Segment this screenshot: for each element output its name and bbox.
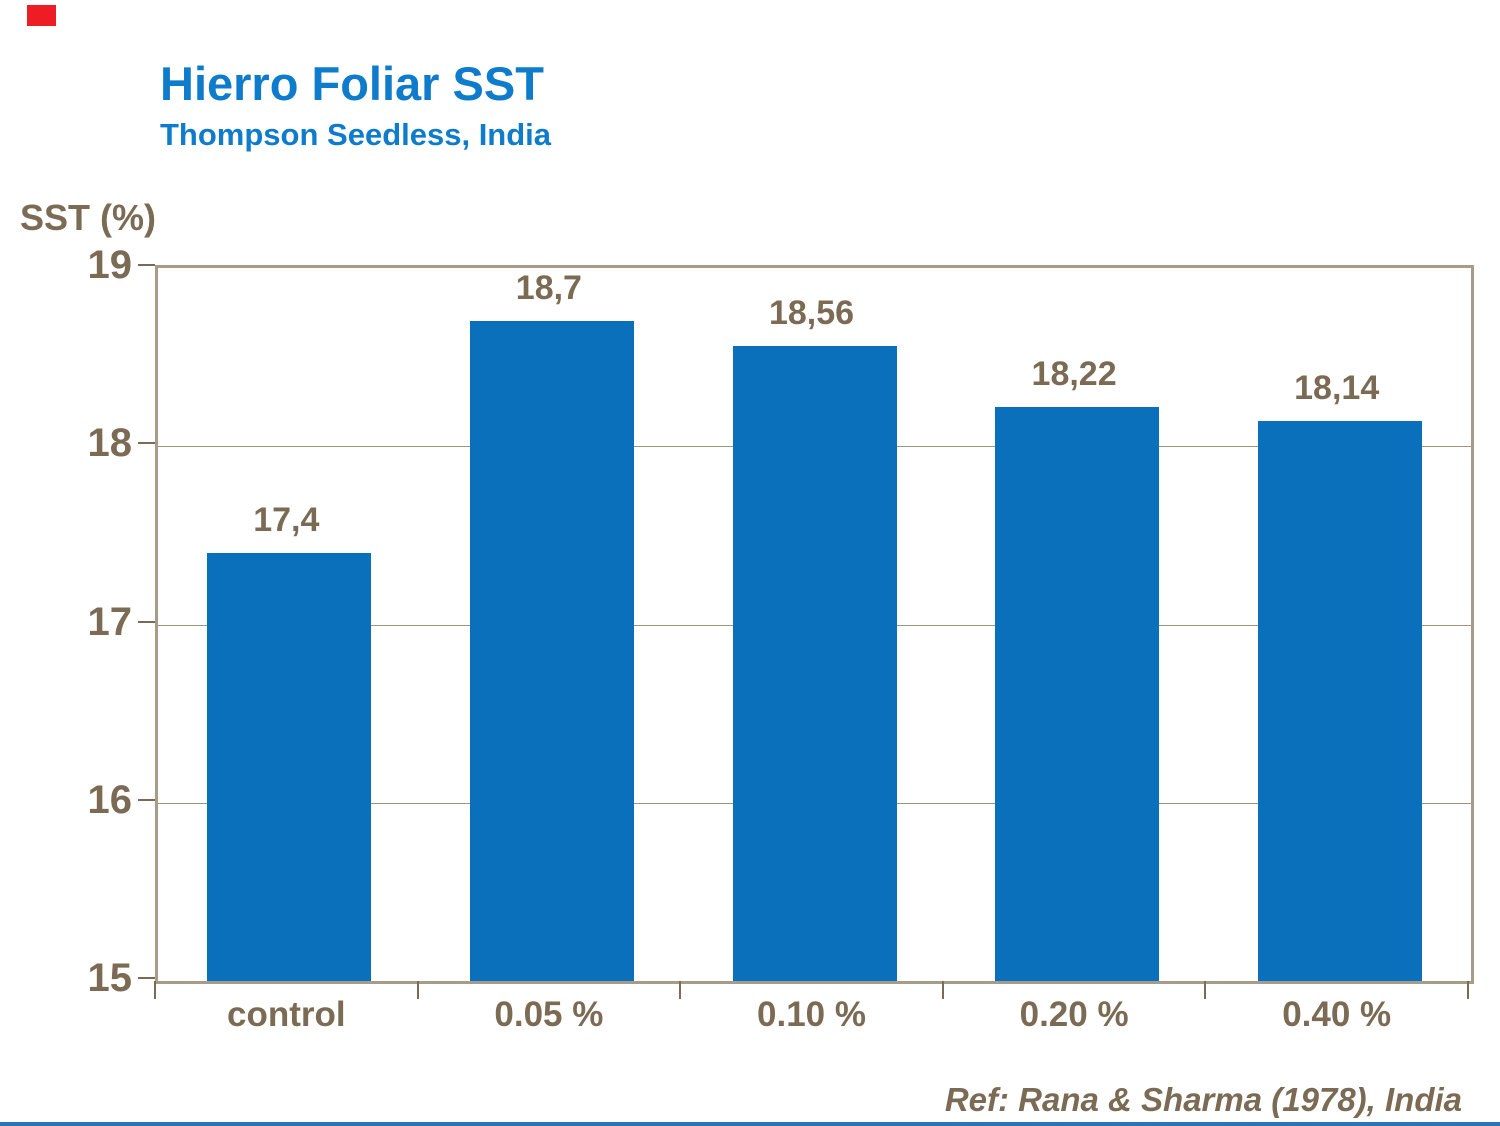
- chart-title: Hierro Foliar SST: [160, 57, 544, 110]
- bar-value-label: 18,7: [515, 269, 582, 308]
- x-tick-mark-0: [154, 981, 156, 999]
- y-tick-label-18: 18: [87, 421, 133, 466]
- x-tick-mark-4: [1204, 981, 1207, 999]
- x-category-label: 0.10 %: [757, 995, 866, 1034]
- red-accent-block: [27, 5, 56, 26]
- y-tick-label-15: 15: [87, 956, 133, 1000]
- x-category-label: control: [226, 995, 346, 1034]
- y-tick-mark-16: [138, 798, 155, 801]
- y-tick-label-17: 17: [87, 599, 133, 644]
- plot-area: [155, 265, 1474, 984]
- footer-rule: [0, 1122, 1500, 1126]
- y-tick-mark-18: [138, 442, 155, 445]
- x-tick-mark-5: [1467, 981, 1469, 999]
- x-tick-mark-2: [679, 981, 682, 999]
- bar-value-label: 18,56: [768, 294, 855, 333]
- y-axis-title: SST (%): [20, 197, 157, 238]
- y-tick-label-19: 19: [87, 243, 133, 287]
- bar-0.05 %: [469, 321, 634, 981]
- x-tick-mark-1: [416, 981, 419, 999]
- bar-value-label: 17,4: [253, 501, 320, 540]
- y-tick-mark-15: [138, 977, 155, 979]
- bar-0.40 %: [1257, 421, 1422, 981]
- bar-value-label: 18,22: [1031, 355, 1117, 394]
- bar-control: [207, 553, 372, 981]
- x-category-label: 0.40 %: [1282, 995, 1392, 1034]
- y-tick-mark-19: [138, 264, 155, 266]
- reference-note: Ref: Rana & Sharma (1978), India: [944, 1081, 1462, 1118]
- y-tick-mark-17: [138, 620, 155, 623]
- x-tick-mark-3: [941, 981, 944, 999]
- bar-value-label: 18,14: [1294, 369, 1380, 408]
- chart-header: Hierro Foliar SST Thompson Seedless, Ind…: [160, 56, 551, 154]
- x-category-label: 0.05 %: [494, 995, 604, 1034]
- chart-subtitle: Thompson Seedless, India: [160, 117, 552, 152]
- bar-0.20 %: [995, 407, 1160, 981]
- y-tick-label-16: 16: [87, 777, 133, 822]
- x-category-label: 0.20 %: [1019, 995, 1129, 1034]
- bar-0.10 %: [732, 346, 897, 981]
